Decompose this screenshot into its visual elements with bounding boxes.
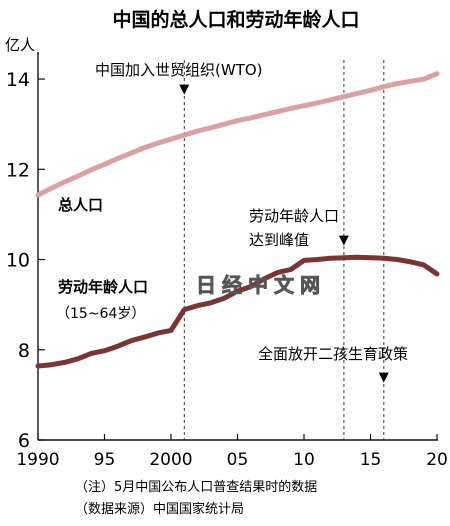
series-line-total-population (35, 71, 440, 198)
x-tick-label: 1990 (16, 450, 59, 470)
x-tick-label: 10 (293, 450, 315, 470)
y-tick-label: 12 (6, 159, 30, 181)
annotation-peak-line2: 达到峰值 (249, 231, 309, 249)
annotation-wto-marker: ▼ (179, 82, 189, 97)
series-label-total: 总人口 (58, 196, 103, 214)
series-label-working-age-range: （15~64岁） (56, 306, 145, 322)
footnote-note: （注）5月中国公布人口普查结果时的数据 (75, 479, 317, 495)
x-tick-label: 15 (360, 450, 382, 470)
annotation-peak-marker: ▼ (339, 233, 349, 248)
watermark: 日经中文网 (196, 273, 326, 297)
x-tick-label: 95 (94, 450, 116, 470)
series-label-working-age: 劳动年龄人口 (58, 278, 148, 296)
y-tick-label: 6 (18, 430, 30, 452)
annotation-wto: 中国加入世贸组织(WTO) (95, 61, 263, 79)
chart-title: 中国的总人口和劳动年龄人口 (112, 8, 359, 31)
y-tick-label: 10 (6, 250, 30, 272)
series-line-working-age-population (35, 254, 440, 369)
annotation-two-child-marker: ▼ (379, 370, 389, 385)
annotation-two-child: 全面放开二孩生育政策 (258, 345, 408, 363)
y-tick-label: 14 (6, 69, 30, 91)
annotation-peak-line1: 劳动年龄人口 (249, 207, 339, 225)
x-tick-label: 20 (426, 450, 448, 470)
footnote-source: （数据来源）中国国家统计局 (75, 501, 244, 517)
x-tick-label: 2000 (149, 450, 192, 470)
y-unit-label: 亿人 (5, 36, 35, 54)
y-tick-label: 8 (18, 340, 30, 362)
x-tick-label: 05 (227, 450, 249, 470)
